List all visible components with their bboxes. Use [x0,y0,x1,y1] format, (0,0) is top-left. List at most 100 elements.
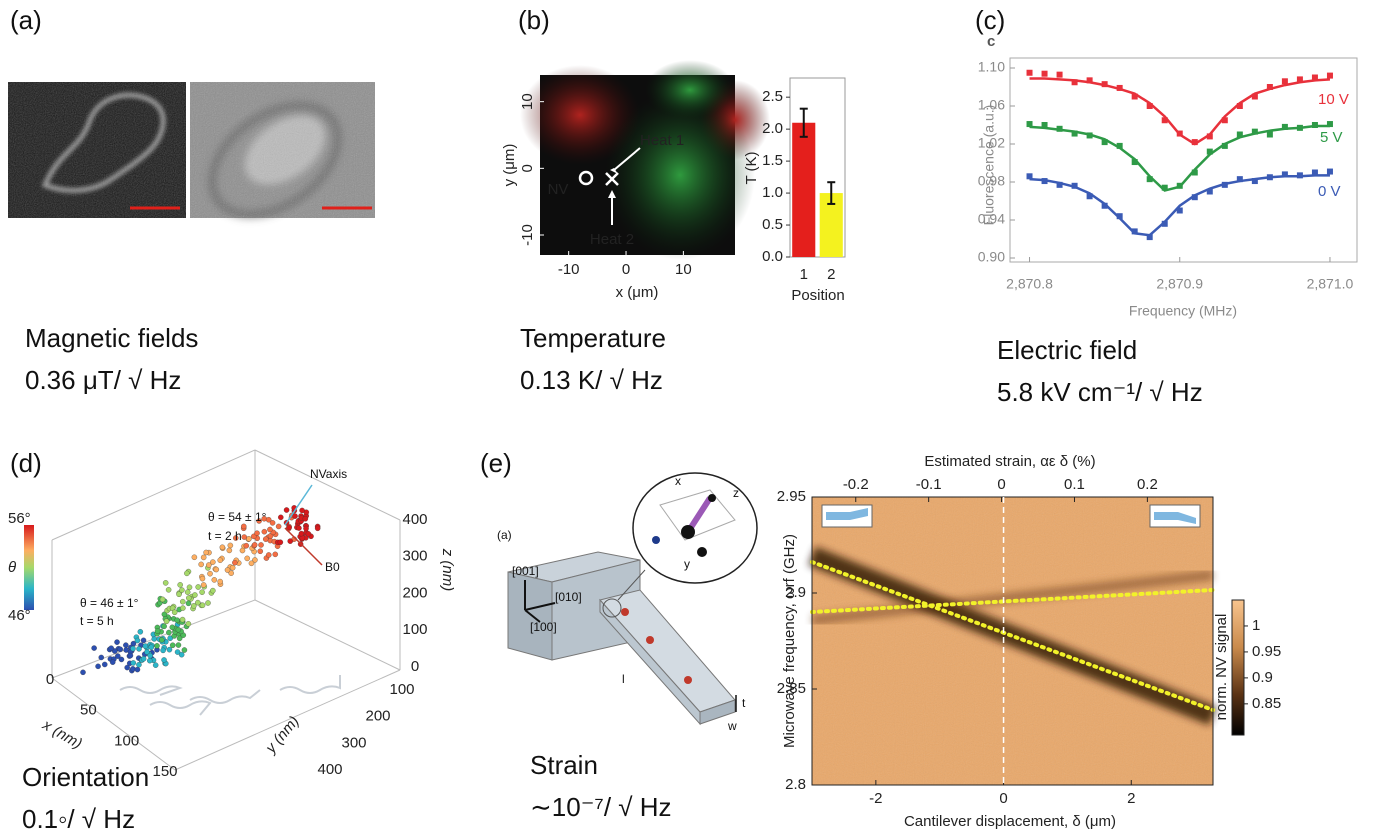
data-point [1252,94,1258,100]
strain-heatmap [812,497,1213,785]
annotation: t = 5 h [80,614,114,628]
data-point [1237,103,1243,109]
scatter-point [172,610,177,615]
x-axis-label: Frequency (MHz) [1129,303,1237,319]
y-axis-label: Fluorescence (a.u.) [981,105,997,226]
scatter-point [147,658,152,663]
scatter-point [227,548,232,553]
x2-tick-label: -0.2 [843,476,869,493]
y-tick-label: 400 [317,761,342,778]
scatter-point [267,527,272,532]
data-point [1027,70,1033,76]
data-point [1057,182,1063,188]
scatter-point [143,643,148,648]
scatter-point [179,587,184,592]
annotation: NVaxis [310,467,347,481]
y-tick-label: 100 [389,681,414,698]
scatter-point [246,536,251,541]
annotation: NV [548,181,569,198]
scatter-point [278,515,283,520]
scatter-point [266,517,271,522]
scatter-point [196,584,201,589]
data-point [1177,131,1183,137]
image-noise [190,82,375,218]
colorbar-tick-label: 0.85 [1252,695,1281,712]
caption: ∼10⁻⁷/ √ Hz [530,792,672,822]
scatter-point [80,670,85,675]
colorbar-tick-label: 0.95 [1252,643,1281,660]
data-point [1207,189,1213,195]
scatter-point [159,637,164,642]
scatter-point [192,555,197,560]
scatter-point [218,579,223,584]
caption: Electric field [997,335,1137,365]
scatter-point [102,662,107,667]
y-tick-label: 0.0 [762,248,783,265]
scatter-point [218,558,223,563]
schematic-label: w [727,719,737,733]
scatter-point [225,567,230,572]
panel-label: (e) [480,448,512,478]
data-point [1282,124,1288,130]
scatter-point [278,540,283,545]
x-tick-label: 2,870.8 [1006,276,1053,292]
data-point [1147,176,1153,182]
scatter-point [303,526,308,531]
scatter-point [292,513,297,518]
scatter-point [161,657,166,662]
scatter-point [136,662,141,667]
x-tick-label: 2 [1127,790,1135,807]
scatter-point [95,664,100,669]
x2-tick-label: 0.1 [1064,476,1085,493]
scatter-point [300,508,305,513]
x-tick-label: 150 [152,763,177,780]
data-point [1267,174,1273,180]
figure: (a)Magnetic fields0.36 μT/ √ Hz(b)Temper… [0,0,1381,837]
y-tick-label: 300 [341,734,366,751]
scatter-point [240,548,245,553]
scatter-point [244,543,249,548]
x-tick-label: -10 [558,261,580,278]
bar [792,123,815,257]
scatter-point [303,516,308,521]
data-point [1177,208,1183,214]
y-tick-label: 2.95 [777,488,806,505]
scatter-point [109,646,114,651]
data-point [1162,117,1168,123]
thermal-map [520,60,770,260]
scatter-point [118,647,123,652]
scatter-point [138,629,143,634]
data-point [1282,78,1288,84]
data-point [1192,170,1198,176]
data-point [1297,76,1303,82]
data-point [1027,173,1033,179]
scatter-point [114,640,119,645]
scatter-point [148,653,153,658]
scatter-point [141,638,146,643]
schematic-label: [001] [512,564,539,578]
data-point [1102,139,1108,145]
y-tick-label: 2.8 [785,776,806,793]
scatter-point [288,539,293,544]
scatter-point [232,560,237,565]
z-tick-label: 0 [411,658,419,675]
scatter-point [192,592,197,597]
nv-center [684,676,692,684]
x-tick-label: -2 [869,790,882,807]
annotation: θ = 54 ± 1° [208,510,267,524]
x-tick-label: 100 [114,732,139,749]
scatter-point [99,655,104,660]
scatter-point [207,571,212,576]
scatter-point [128,653,133,658]
data-point [1222,117,1228,123]
data-point [1162,185,1168,191]
x-tick-label: 2,870.9 [1156,276,1203,292]
x-tick-label: 0 [999,790,1007,807]
x-axis-label: x (nm) [39,716,85,752]
scatter-point [186,621,191,626]
cantilever-schematic [508,473,757,724]
scatter-point [178,582,183,587]
scatter-point [241,524,246,529]
colorbar-tick-label: 1 [1252,617,1260,634]
scatter-point [230,565,235,570]
